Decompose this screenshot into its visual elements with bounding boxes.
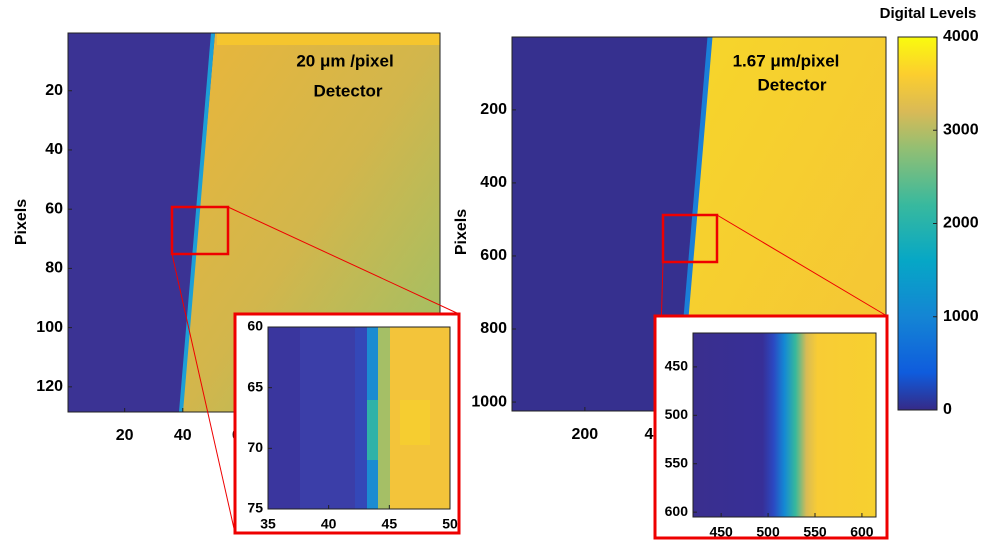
y-tick-label: 75 [247,500,263,516]
image-stripe [217,33,440,45]
x-tick-label: 450 [709,524,733,540]
y-tick-label: 600 [665,503,689,519]
y-tick-label: 4000 [943,28,979,45]
y-tick-label: 550 [665,454,689,470]
y-tick-label: 2000 [943,215,979,232]
y-tick-label: 40 [45,141,63,158]
y-tick-label: 80 [45,260,63,277]
image-block [355,327,367,509]
annotation: 1.67 μm/pixel [733,51,840,70]
image-block [300,327,355,509]
image-block [378,327,390,509]
figure: 20 40 60 80 100 120 20 40 60 Pixels 20 μm /pixel De… [0,0,989,540]
y-tick-label: 3000 [943,121,979,138]
colorbar-gradient [898,37,937,410]
y-tick-label: 60 [247,318,263,334]
y-tick-label: 1000 [943,308,979,325]
annotation: 20 μm /pixel [296,51,393,70]
y-tick-label: 200 [480,101,507,118]
y-tick-label: 65 [247,378,263,394]
x-tick-label: 550 [803,524,827,540]
x-tick-label: 200 [572,426,599,443]
annotation: Detector [314,81,383,100]
x-tick-label: 50 [442,516,458,532]
y-tick-label: 1000 [471,393,507,410]
y-tick-label: 600 [480,247,507,264]
x-tick-label: 45 [382,516,398,532]
y-tick-label: 60 [45,200,63,217]
x-tick-label: 600 [850,524,874,540]
y-tick-label: 800 [480,320,507,337]
image-block [367,400,378,460]
x-tick-label: 40 [321,516,337,532]
y-tick-label: 400 [480,174,507,191]
y-tick-label: 450 [665,358,689,374]
y-tick-label: 120 [36,378,63,395]
y-axis-label: Pixels [13,199,30,245]
right-inset: 450 500 550 600 450 500 550 600 [655,316,887,540]
x-tick-label: 35 [260,516,276,532]
annotation: Detector [758,75,827,94]
y-tick-label: 0 [943,401,952,418]
page: 20 40 60 80 100 120 20 40 60 Pixels 20 μm /pixel De… [0,0,989,540]
image-gradient [693,333,876,517]
image-block [400,400,430,445]
x-tick-label: 20 [116,427,134,444]
x-tick-label: 40 [174,427,192,444]
x-tick-label: 500 [756,524,780,540]
y-tick-label: 20 [45,82,63,99]
y-tick-label: 500 [665,406,689,422]
colorbar-title: Digital Levels [880,5,977,22]
y-tick-label: 70 [247,439,263,455]
y-tick-label: 100 [36,319,63,336]
colorbar-panel: 0 1000 2000 3000 4000 Digital Levels [880,5,979,418]
y-axis-label: Pixels [453,209,470,255]
